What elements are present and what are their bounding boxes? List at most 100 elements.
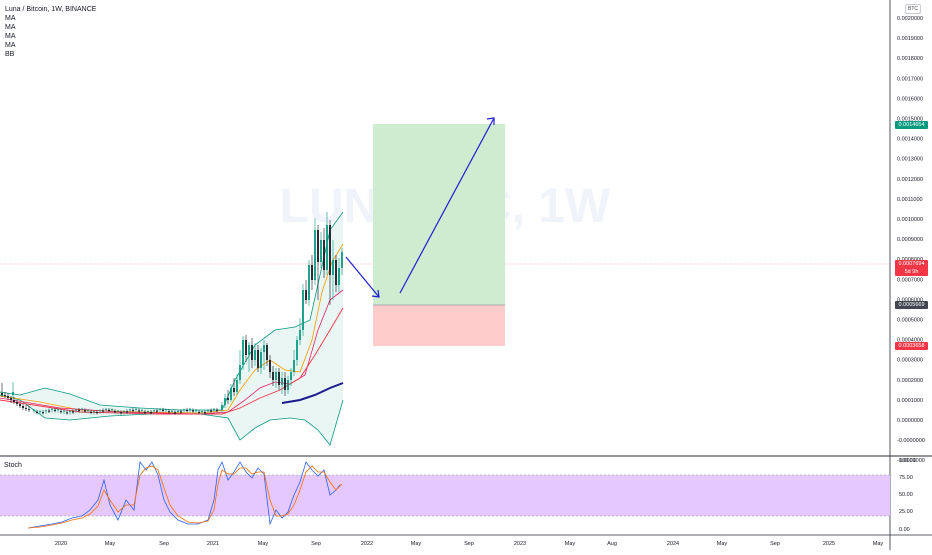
currency-button[interactable]: BTC [905, 4, 921, 14]
candle-body [63, 410, 65, 412]
time-tick-label: Sep [464, 541, 474, 547]
candle-body [263, 345, 265, 352]
stoch-tick-label: 50.00 [899, 492, 913, 498]
candle-body [33, 409, 35, 411]
candle-body [72, 411, 74, 413]
candle-body [272, 372, 274, 380]
candle-body [195, 409, 197, 412]
indicator-bb[interactable]: BB [5, 51, 15, 58]
price-tick-label: 0.0020000 [897, 16, 923, 22]
candle-body [198, 411, 200, 414]
candle-body [251, 345, 253, 360]
candle-body [299, 330, 301, 340]
price-axis[interactable]: 0.0020000 0.0019000 0.0018000 0.0017000 0.00… [897, 16, 925, 464]
candle-body [13, 400, 15, 402]
candle-body [4, 395, 6, 396]
indicator-ma-4[interactable]: MA [5, 42, 16, 49]
candle-body [111, 409, 113, 411]
stoch-band [0, 475, 890, 516]
candle-body [120, 412, 122, 414]
time-tick-label: 2020 [55, 541, 67, 547]
time-tick-label: 2025 [823, 541, 835, 547]
candle-body [45, 410, 47, 412]
ma-line-3 [0, 307, 344, 415]
chart-legend[interactable]: Luna / Bitcoin, 1W, BINANCE MA MA MA MA … [5, 5, 96, 59]
indicator-ma-3[interactable]: MA [5, 33, 16, 40]
candle-body [156, 410, 158, 412]
candle-body [132, 409, 134, 412]
candle-body [269, 360, 271, 372]
candle-body [150, 411, 152, 414]
price-tick-label: 0.0019000 [897, 36, 923, 42]
time-tick-label: May [411, 541, 422, 547]
candle-body [341, 252, 343, 268]
price-tick-label: 0.0011000 [897, 197, 923, 203]
indicator-ma-1[interactable]: MA [5, 15, 16, 22]
candle-body [153, 410, 155, 412]
candle-body [42, 412, 44, 414]
time-tick-label: May [258, 541, 269, 547]
price-tick-label: 0.0016000 [897, 96, 923, 102]
price-tick-label: 0.0018000 [897, 56, 923, 62]
candle-body [28, 409, 30, 410]
candle-body [123, 410, 125, 413]
time-tick-label: 2022 [361, 541, 373, 547]
candle-body [338, 268, 340, 285]
bollinger-band-fill [0, 212, 343, 445]
time-tick-label: May [565, 541, 576, 547]
candle-body [311, 265, 313, 280]
candle-body [66, 412, 68, 414]
bollinger-lower [0, 394, 344, 446]
candle-body [54, 409, 56, 412]
candle-body [275, 372, 277, 380]
forecast-arrows[interactable] [345, 117, 495, 298]
candle-body [165, 409, 167, 411]
stoch-tick-label: 75.00 [899, 475, 913, 481]
candle-body [183, 409, 185, 411]
stoch-axis: 100.00 75.00 50.00 25.00 0.00 [899, 458, 916, 533]
candle-body [254, 350, 256, 360]
candle-body [239, 365, 241, 380]
time-axis[interactable]: 2020 May Sep 2021 May Sep 2022 May Sep 2023 May Aug… [55, 541, 884, 547]
candle-body [230, 388, 232, 400]
candle-body [51, 408, 53, 410]
candle-body [278, 372, 280, 385]
candle-body [10, 398, 12, 400]
candle-body [171, 410, 173, 412]
candle-body [102, 410, 104, 412]
price-tick-label: 0.0017000 [897, 76, 923, 82]
target-price-badge: 0.0014654 [895, 121, 928, 129]
candle-body [332, 260, 334, 275]
candle-body [236, 380, 238, 392]
candle-body [90, 411, 92, 414]
indicator-ma-2[interactable]: MA [5, 24, 16, 31]
stoch-title[interactable]: Stoch [4, 462, 22, 469]
stoch-d-line [27, 465, 343, 529]
price-tick-label: 0.0003000 [897, 358, 923, 364]
candle-body [320, 240, 322, 262]
price-tick-label: 0.0004000 [897, 338, 923, 344]
time-tick-label: Sep [311, 541, 321, 547]
candle-body [22, 406, 24, 408]
stoch-k-line [27, 460, 341, 529]
candle-body [48, 410, 50, 412]
candle-body [224, 398, 226, 405]
take-profit-zone[interactable] [373, 124, 505, 305]
candle-body [144, 411, 146, 414]
candle-body [126, 411, 128, 413]
time-tick-label: May [105, 541, 116, 547]
candle-body [296, 340, 298, 360]
candle-body [75, 409, 77, 411]
candle-body [233, 388, 235, 392]
candle-body [60, 411, 62, 413]
candle-body [329, 225, 331, 275]
candle-body [96, 412, 98, 414]
price-tick-label: 0.0000000 [897, 418, 923, 424]
candle-body [216, 409, 218, 412]
stop-loss-zone[interactable] [373, 305, 505, 346]
candle-body [174, 412, 176, 414]
price-tick-label: 0.0002000 [897, 378, 923, 384]
stoch-tick-label: 0.00 [899, 527, 910, 533]
